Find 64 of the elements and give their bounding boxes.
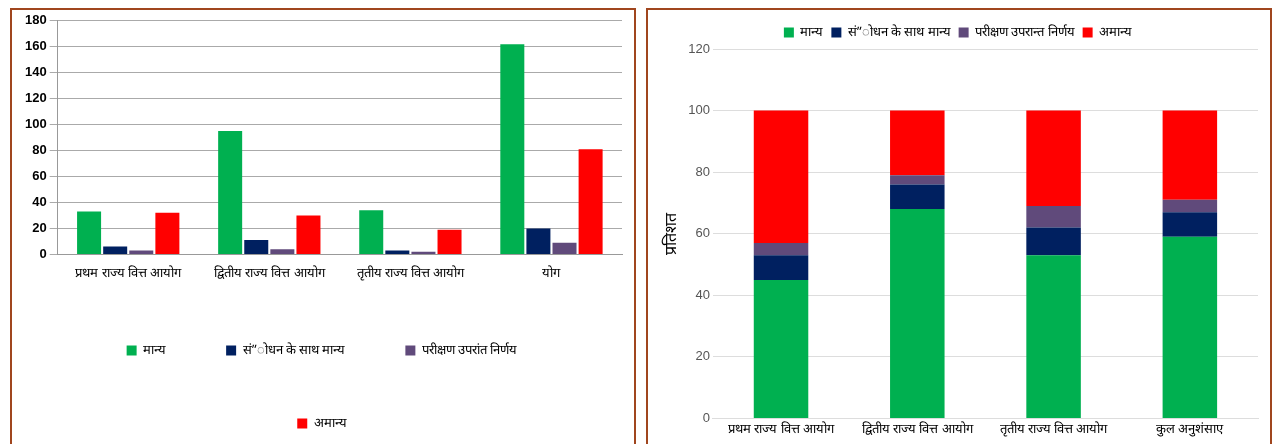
y-tick-label: 20: [32, 220, 47, 236]
bar: [1026, 206, 1081, 228]
x-tick-label: तृतीय राज्य वित्त आयोग: [999, 420, 1109, 437]
bar: [270, 249, 295, 254]
y-tick-label: 140: [24, 64, 47, 80]
y-tick-label: 80: [32, 142, 47, 158]
y-tick-label: 20: [695, 348, 710, 364]
bar: [218, 131, 243, 254]
bar: [1162, 212, 1218, 237]
bar: [1162, 110, 1218, 200]
legend-label: परीक्षण उपरांत निर्णय: [421, 341, 518, 357]
bar: [753, 279, 809, 418]
y-tick-label: 160: [24, 38, 47, 54]
bar: [1162, 236, 1218, 418]
x-tick-label: प्रथम राज्य वित्त आयोग: [75, 264, 183, 280]
bar: [411, 251, 436, 254]
y-tick-label: 40: [32, 194, 47, 210]
bar: [890, 110, 945, 176]
bar: [753, 110, 809, 243]
y-tick-label: 120: [24, 90, 47, 106]
bar: [753, 242, 809, 256]
bar: [437, 229, 462, 254]
legend-label: सं”ोधन के साथ मान्य: [847, 23, 951, 39]
bar: [1162, 199, 1218, 213]
bar: [244, 240, 269, 254]
x-tick-label: कुल अनुशंसाए: [1156, 420, 1225, 437]
legend-label: अमान्य: [313, 414, 347, 430]
bar: [359, 210, 384, 254]
y-tick-label: 180: [24, 12, 47, 28]
y-tick-label: 100: [688, 102, 710, 118]
x-tick-label: तृतीय राज्य वित्त आयोग: [356, 264, 466, 281]
legend-label: अमान्य: [1099, 23, 1133, 39]
y-tick-label: 0: [39, 245, 47, 261]
x-tick-label: द्वितीय राज्य वित्त आयोग: [213, 264, 326, 280]
x-tick-label: द्वितीय राज्य वित्त आयोग: [861, 420, 974, 436]
bar: [1026, 110, 1081, 206]
x-tick-label: प्रथम राज्य वित्त आयोग: [728, 420, 835, 436]
bar: [890, 209, 945, 418]
y-tick-label: 100: [24, 116, 47, 132]
y-tick-label: 60: [32, 168, 47, 184]
legend-label: सं”ोधन के साथ मान्य: [242, 341, 346, 357]
bar: [1026, 227, 1081, 256]
y-tick-label: 120: [688, 40, 710, 56]
y-tick-label: 80: [695, 163, 710, 179]
y-tick-label: 60: [695, 225, 710, 241]
bar: [753, 255, 809, 280]
bar: [526, 228, 551, 254]
bar: [155, 212, 180, 254]
legend-label: मान्य: [143, 341, 167, 357]
legend-label: मान्य: [800, 23, 824, 39]
legend-label: परीक्षण उपरान्त निर्णय: [975, 23, 1075, 39]
bar: [890, 175, 945, 185]
bar: [500, 44, 525, 254]
y-tick-label: 40: [695, 286, 710, 302]
bar: [578, 149, 603, 254]
bar: [296, 215, 321, 254]
y-axis-title: प्रतिशत: [660, 211, 679, 255]
bar: [552, 242, 577, 254]
bar: [103, 246, 128, 254]
x-tick-label: योग: [542, 264, 562, 280]
bar: [1026, 255, 1081, 418]
bar: [890, 184, 945, 210]
y-tick-label: 0: [702, 409, 710, 425]
bar: [77, 211, 102, 254]
